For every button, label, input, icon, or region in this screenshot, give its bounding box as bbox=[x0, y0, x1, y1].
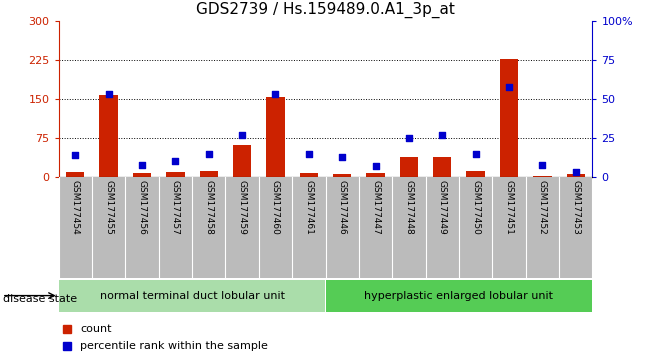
Point bbox=[170, 159, 180, 164]
Point bbox=[471, 151, 481, 156]
Text: count: count bbox=[80, 324, 111, 333]
Text: disease state: disease state bbox=[3, 294, 77, 304]
Point bbox=[570, 170, 581, 175]
Text: GSM177454: GSM177454 bbox=[71, 180, 80, 235]
Bar bbox=[533, 176, 551, 177]
Text: GSM177450: GSM177450 bbox=[471, 180, 480, 235]
Bar bbox=[333, 175, 352, 177]
Text: GSM177453: GSM177453 bbox=[571, 180, 580, 235]
Bar bbox=[133, 173, 151, 177]
Bar bbox=[100, 95, 118, 177]
Text: GSM177456: GSM177456 bbox=[137, 180, 146, 235]
Text: GSM177446: GSM177446 bbox=[338, 180, 347, 235]
Point bbox=[337, 154, 348, 160]
Title: GDS2739 / Hs.159489.0.A1_3p_at: GDS2739 / Hs.159489.0.A1_3p_at bbox=[196, 2, 455, 18]
Bar bbox=[233, 145, 251, 177]
Text: GSM177448: GSM177448 bbox=[404, 180, 413, 235]
Point bbox=[437, 132, 447, 138]
Point bbox=[70, 152, 81, 158]
Text: hyperplastic enlarged lobular unit: hyperplastic enlarged lobular unit bbox=[365, 291, 553, 301]
Point bbox=[303, 151, 314, 156]
Bar bbox=[500, 59, 518, 177]
Text: GSM177458: GSM177458 bbox=[204, 180, 214, 235]
Bar bbox=[467, 171, 485, 177]
Text: percentile rank within the sample: percentile rank within the sample bbox=[80, 341, 268, 351]
Text: GSM177452: GSM177452 bbox=[538, 180, 547, 235]
Point bbox=[237, 132, 247, 138]
Point bbox=[270, 92, 281, 97]
Point bbox=[104, 92, 114, 97]
Point bbox=[537, 162, 547, 167]
Bar bbox=[266, 97, 284, 177]
Text: normal terminal duct lobular unit: normal terminal duct lobular unit bbox=[100, 291, 284, 301]
Bar bbox=[433, 157, 451, 177]
Text: GSM177455: GSM177455 bbox=[104, 180, 113, 235]
Point bbox=[137, 162, 147, 167]
Bar bbox=[166, 172, 184, 177]
Text: GSM177460: GSM177460 bbox=[271, 180, 280, 235]
Text: GSM177449: GSM177449 bbox=[437, 180, 447, 235]
Bar bbox=[299, 173, 318, 177]
Bar bbox=[66, 172, 85, 177]
Text: GSM177459: GSM177459 bbox=[238, 180, 247, 235]
Point bbox=[404, 135, 414, 141]
Bar bbox=[200, 171, 218, 177]
Text: GSM177451: GSM177451 bbox=[505, 180, 514, 235]
Bar bbox=[400, 157, 418, 177]
Bar bbox=[566, 175, 585, 177]
Point bbox=[504, 84, 514, 90]
Text: GSM177457: GSM177457 bbox=[171, 180, 180, 235]
Point bbox=[204, 151, 214, 156]
Text: GSM177461: GSM177461 bbox=[304, 180, 313, 235]
Point bbox=[370, 163, 381, 169]
Bar bbox=[326, 280, 592, 312]
Text: GSM177447: GSM177447 bbox=[371, 180, 380, 235]
Bar bbox=[367, 173, 385, 177]
Bar bbox=[59, 280, 326, 312]
